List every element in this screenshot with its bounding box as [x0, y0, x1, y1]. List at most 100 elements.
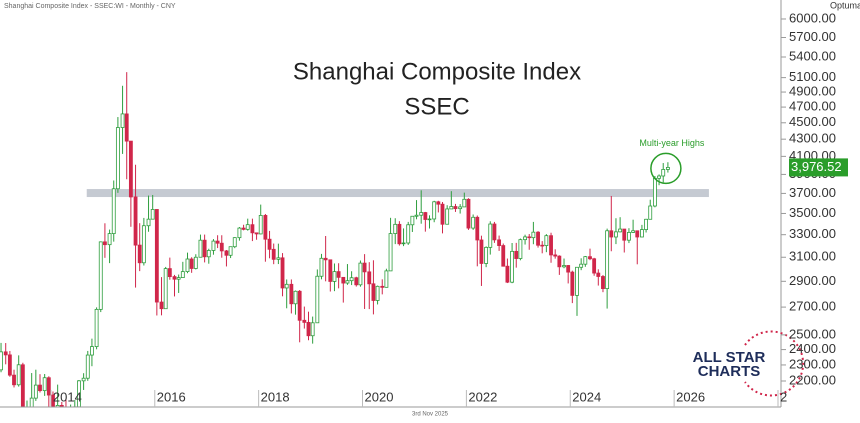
candle-body [59, 405, 64, 407]
candle-body [527, 236, 532, 239]
candle-body [159, 301, 164, 310]
y-tick-label: 4300.00 [789, 131, 836, 146]
y-tick-label: 3100.00 [789, 249, 836, 264]
candle-body [388, 233, 393, 272]
date-label: 3rd Nov 2025 [412, 412, 449, 418]
candle-body [189, 258, 194, 269]
candle-body [51, 394, 55, 407]
candle-body [453, 206, 458, 210]
y-tick-label: 2900.00 [789, 273, 836, 288]
candle-layer [0, 72, 670, 407]
candle-body [648, 205, 653, 220]
candle-body [258, 215, 263, 235]
candle-body [202, 239, 207, 258]
candle-body [276, 257, 281, 260]
candle-body [98, 241, 103, 310]
candle-body [436, 201, 441, 205]
candle-body [354, 277, 359, 286]
candle-body [579, 263, 584, 268]
x-tick-label: 2018 [261, 389, 290, 404]
candle-body [358, 262, 363, 286]
candle-body [458, 206, 463, 210]
x-tick-label: 2016 [157, 389, 186, 404]
candle-body [306, 321, 311, 337]
candle-body [94, 308, 99, 348]
candle-body [328, 259, 333, 282]
candle-body [640, 229, 644, 238]
logo: ALL STAR CHARTS [693, 330, 805, 397]
candle-body [141, 225, 146, 264]
candle-body [12, 374, 16, 386]
candle-body [614, 231, 618, 238]
candle-body [505, 265, 510, 283]
y-tick-label: 4700.00 [789, 99, 836, 114]
candle-body [380, 285, 385, 288]
candle-body [661, 169, 666, 177]
candle-body [263, 215, 268, 240]
y-tick-label: 3500.00 [789, 205, 836, 220]
x-tick-label: 2022 [468, 389, 497, 404]
candle-body [488, 223, 493, 248]
candle-body [215, 240, 220, 244]
candle-body [124, 113, 129, 142]
candle-body [635, 230, 640, 238]
candle-body [237, 227, 242, 239]
candle-body [241, 227, 246, 230]
y-tick-label: 5400.00 [789, 48, 836, 63]
candle-body [293, 290, 298, 305]
candle-body [570, 271, 575, 296]
candle-body [518, 239, 523, 259]
candle-body [20, 364, 25, 407]
candle-body [440, 203, 445, 225]
y-tick-label: 5700.00 [789, 29, 836, 44]
candle-body [575, 266, 579, 296]
candle-body [588, 256, 592, 260]
candle-body [497, 239, 502, 246]
candle-body [102, 241, 107, 246]
candle-body [115, 127, 120, 190]
candle-body [484, 246, 489, 264]
candle-body [3, 351, 8, 356]
candle-body [557, 255, 562, 268]
candle-body [401, 242, 406, 245]
candle-body [228, 246, 233, 256]
chart-subtitle: SSEC [404, 93, 469, 120]
y-tick-label: 2200.00 [789, 372, 836, 387]
candle-body [618, 228, 623, 233]
candle-body [16, 364, 21, 386]
candle-body [206, 250, 211, 258]
candle-body [362, 262, 367, 273]
candle-body [531, 231, 536, 239]
candle-body [605, 230, 610, 290]
candle-body [367, 271, 372, 285]
candle-body [55, 405, 60, 407]
y-tick-label: 2700.00 [789, 299, 836, 314]
candle-body [232, 237, 237, 248]
candle-body [133, 196, 138, 246]
candle-body [38, 384, 42, 392]
candle-body [471, 216, 476, 229]
candle-body [180, 271, 185, 278]
candle-body [42, 377, 47, 392]
y-tick-label: 3300.00 [789, 226, 836, 241]
candle-body [596, 272, 601, 277]
candle-body [0, 351, 3, 371]
highlight-circle [650, 152, 682, 185]
candle-body [198, 239, 203, 258]
candle-body [81, 377, 86, 382]
candle-body [414, 214, 419, 217]
candle-body [540, 244, 545, 247]
candle-body [657, 175, 661, 179]
x-tick-label: 2026 [676, 389, 705, 404]
y-tick-label: 5100.00 [789, 69, 836, 84]
candle-body [627, 232, 631, 241]
candle-body [665, 167, 670, 170]
candle-body [193, 256, 198, 269]
logo-text: ALL STAR [693, 349, 766, 366]
candle-body [562, 265, 566, 268]
candle-body [592, 258, 597, 274]
candle-body [154, 209, 159, 303]
band-layer [86, 189, 709, 198]
